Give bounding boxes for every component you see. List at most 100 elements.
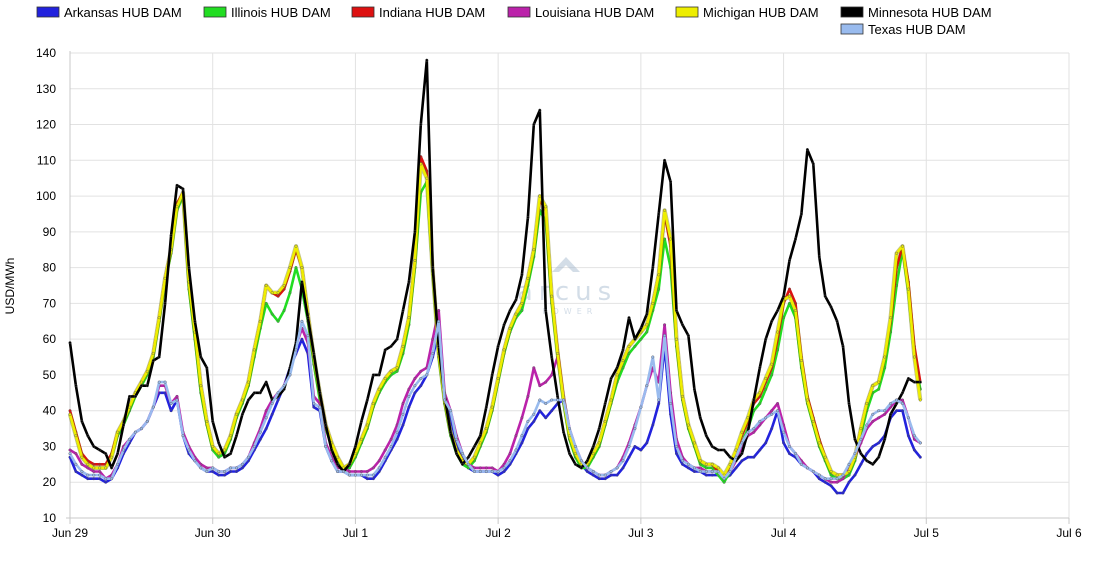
data-point	[597, 473, 601, 477]
data-point	[211, 445, 215, 449]
data-point	[229, 452, 233, 456]
data-point	[413, 377, 417, 381]
data-point	[817, 441, 821, 445]
data-point	[92, 470, 96, 474]
data-point	[805, 148, 809, 152]
data-point	[906, 377, 910, 381]
data-point	[359, 470, 363, 474]
data-point	[544, 380, 548, 384]
data-point	[383, 377, 387, 381]
data-point	[478, 441, 482, 445]
arcus-watermark: arcus POWER	[517, 257, 611, 316]
data-point	[794, 452, 798, 456]
data-point	[716, 470, 720, 474]
data-point	[710, 445, 714, 449]
legend-swatch	[36, 6, 60, 18]
data-point	[758, 448, 762, 452]
data-point	[223, 448, 227, 452]
data-point	[686, 466, 690, 470]
data-point	[282, 384, 286, 388]
data-point	[193, 319, 197, 323]
data-point	[901, 398, 905, 402]
data-point	[74, 384, 78, 388]
data-point	[211, 466, 215, 470]
data-point	[663, 208, 667, 212]
data-point	[294, 348, 298, 352]
data-point	[669, 402, 673, 406]
data-point	[710, 473, 714, 477]
data-point	[324, 423, 328, 427]
data-point	[532, 412, 536, 416]
data-point	[627, 344, 631, 348]
data-point	[181, 187, 185, 191]
data-point	[229, 466, 233, 470]
data-point	[264, 301, 268, 305]
data-point	[532, 122, 536, 126]
data-point	[86, 466, 90, 470]
data-point	[889, 412, 893, 416]
data-point	[794, 301, 798, 305]
data-point	[86, 462, 90, 466]
data-point	[472, 455, 476, 459]
data-point	[752, 455, 756, 459]
data-point	[906, 416, 910, 420]
data-point	[169, 233, 173, 237]
legend-label: Louisiana HUB DAM	[535, 5, 654, 20]
data-point	[645, 330, 649, 334]
data-point	[395, 337, 399, 341]
data-point	[217, 452, 221, 456]
series-minnesota-hub-dam	[68, 58, 922, 474]
y-tick-label: 140	[36, 46, 56, 60]
y-tick-label: 100	[36, 189, 56, 203]
data-point	[342, 470, 346, 474]
data-point	[663, 158, 667, 162]
data-point	[865, 402, 869, 406]
data-point	[234, 412, 238, 416]
data-point	[205, 466, 209, 470]
data-point	[377, 466, 381, 470]
data-point	[288, 266, 292, 270]
data-point	[139, 427, 143, 431]
data-point	[157, 316, 161, 320]
data-point	[496, 470, 500, 474]
data-point	[615, 366, 619, 370]
series-texas-hub-dam	[68, 319, 922, 481]
data-point	[466, 462, 470, 466]
data-point	[110, 477, 114, 481]
legend-label: Arkansas HUB DAM	[64, 5, 182, 20]
data-point	[401, 402, 405, 406]
x-tick-label: Jun 30	[195, 526, 231, 540]
data-point	[181, 434, 185, 438]
data-point	[573, 462, 577, 466]
data-point	[883, 437, 887, 441]
data-point	[157, 355, 161, 359]
data-point	[639, 448, 643, 452]
data-point	[615, 473, 619, 477]
data-point	[835, 491, 839, 495]
data-point	[211, 419, 215, 423]
data-point	[704, 473, 708, 477]
data-point	[562, 398, 566, 402]
data-point	[645, 441, 649, 445]
data-point	[728, 470, 732, 474]
data-point	[901, 391, 905, 395]
data-point	[478, 466, 482, 470]
data-point	[906, 434, 910, 438]
data-point	[681, 462, 685, 466]
data-point	[276, 294, 280, 298]
data-point	[145, 384, 149, 388]
data-point	[585, 470, 589, 474]
data-point	[698, 466, 702, 470]
data-point	[217, 455, 221, 459]
data-point	[276, 291, 280, 295]
data-point	[425, 373, 429, 377]
data-point	[252, 445, 256, 449]
data-point	[443, 398, 447, 402]
data-point	[336, 455, 340, 459]
data-point	[782, 294, 786, 298]
data-point	[764, 337, 768, 341]
data-point	[811, 470, 815, 474]
data-point	[92, 462, 96, 466]
data-point	[657, 212, 661, 216]
data-point	[615, 466, 619, 470]
